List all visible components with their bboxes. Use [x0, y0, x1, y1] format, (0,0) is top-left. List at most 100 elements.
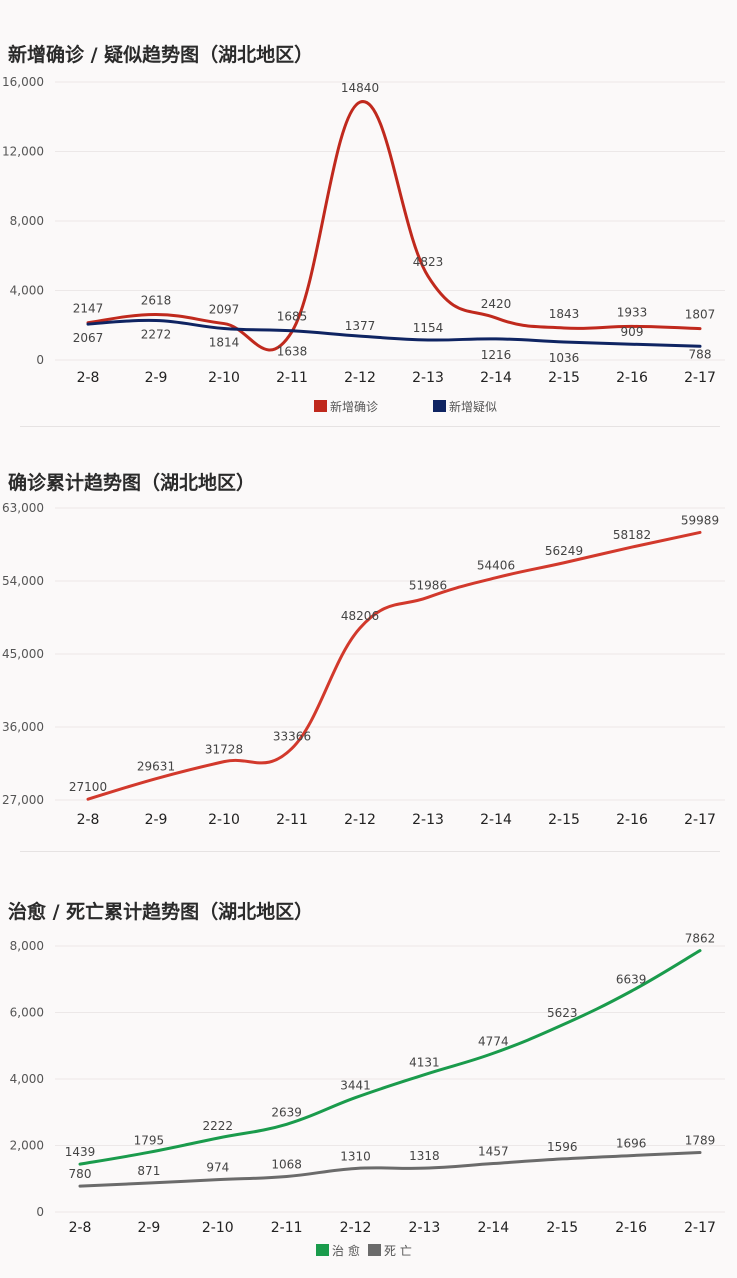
x-tick-label: 2-14	[477, 1220, 509, 1236]
data-label: 871	[137, 1164, 160, 1178]
data-label: 2097	[209, 303, 240, 317]
data-label: 1596	[547, 1140, 578, 1154]
x-tick-label: 2-16	[616, 370, 648, 386]
chart-new-cases: 0 4,000 8,000 12,000 16,000 2-8 2-9 2-10 2-11 2-1…	[2, 75, 725, 414]
x-tick-label: 2-9	[145, 812, 168, 828]
data-label: 1843	[549, 307, 580, 321]
series-line	[86, 100, 702, 352]
data-label: 48206	[341, 609, 379, 623]
data-label: 31728	[205, 743, 243, 757]
data-label: 4131	[409, 1056, 440, 1070]
series-line	[78, 949, 702, 1166]
x-tick-label: 2-15	[546, 1220, 578, 1236]
y-tick-label: 8,000	[10, 939, 44, 953]
data-label: 3441	[340, 1079, 371, 1093]
chart-panel-new-cases: 新增确诊 / 疑似趋势图（湖北地区） 0 4,000 8,000 12,000 16,0…	[0, 0, 737, 430]
data-label: 1036	[549, 351, 580, 365]
data-label: 2639	[271, 1105, 302, 1119]
y-tick-label: 0	[36, 353, 44, 367]
data-label: 909	[621, 325, 644, 339]
data-label: 2272	[141, 328, 172, 342]
x-tick-label: 2-12	[340, 1220, 372, 1236]
x-tick-label: 2-17	[684, 370, 716, 386]
data-label: 1216	[481, 348, 512, 362]
x-tick-label: 2-12	[344, 812, 376, 828]
y-tick-label: 4,000	[10, 284, 44, 298]
data-label: 1814	[209, 335, 240, 349]
series-line	[86, 530, 702, 801]
x-tick-label: 2-9	[145, 370, 168, 386]
y-tick-label: 8,000	[10, 214, 44, 228]
data-label: 2147	[73, 302, 104, 316]
data-label: 1154	[413, 321, 444, 335]
data-label: 33366	[273, 729, 311, 743]
series-line	[86, 318, 702, 348]
y-tick-label: 63,000	[2, 501, 44, 515]
y-tick-label: 6,000	[10, 1006, 44, 1020]
y-tick-label: 54,000	[2, 574, 44, 588]
data-label: 1933	[617, 305, 648, 319]
x-tick-label: 2-11	[276, 812, 308, 828]
x-tick-label: 2-12	[344, 370, 376, 386]
x-tick-label: 2-8	[77, 812, 100, 828]
x-tick-label: 2-17	[684, 812, 716, 828]
x-tick-label: 2-13	[412, 812, 444, 828]
chart-title-recovered-deaths: 治愈 / 死亡累计趋势图（湖北地区）	[8, 901, 314, 923]
x-tick-label: 2-14	[480, 812, 512, 828]
x-tick-label: 2-8	[69, 1220, 92, 1236]
chart-cumulative-confirmed: 27,000 36,000 45,000 54,000 63,000 2-8 2-9 2-10…	[2, 501, 725, 828]
data-label: 14840	[341, 81, 379, 95]
divider	[20, 851, 720, 852]
data-label: 788	[689, 347, 712, 361]
x-tick-label: 2-16	[616, 812, 648, 828]
data-label: 7862	[685, 932, 716, 946]
x-tick-label: 2-10	[202, 1220, 234, 1236]
data-label: 1377	[345, 319, 376, 333]
data-label: 4823	[413, 255, 444, 269]
x-tick-label: 2-17	[684, 1220, 716, 1236]
legend-label: 新增确诊	[330, 399, 378, 414]
data-label: 56249	[545, 544, 583, 558]
data-label: 1685	[277, 310, 308, 324]
data-label: 58182	[613, 528, 651, 542]
data-label: 6639	[616, 972, 647, 986]
data-label: 29631	[137, 760, 175, 774]
legend-label: 死 亡	[384, 1244, 412, 1258]
data-label: 780	[69, 1167, 92, 1181]
data-label: 1068	[271, 1157, 302, 1171]
data-label: 51986	[409, 578, 447, 592]
chart-title-new-cases: 新增确诊 / 疑似趋势图（湖北地区）	[8, 44, 314, 66]
y-tick-label: 16,000	[2, 75, 44, 89]
data-label: 1807	[685, 308, 716, 322]
data-label: 1310	[340, 1149, 371, 1163]
x-tick-label: 2-15	[548, 812, 580, 828]
data-label: 1638	[277, 345, 308, 359]
x-tick-label: 2-8	[77, 370, 100, 386]
legend-label: 新增疑似	[449, 399, 497, 414]
data-label: 1457	[478, 1145, 509, 1159]
x-tick-label: 2-10	[208, 812, 240, 828]
data-label: 2222	[203, 1119, 234, 1133]
data-label: 2420	[481, 297, 512, 311]
data-label: 5623	[547, 1006, 578, 1020]
divider	[20, 426, 720, 427]
y-tick-label: 45,000	[2, 647, 44, 661]
data-label: 2618	[141, 294, 172, 308]
data-label: 1439	[65, 1145, 96, 1159]
x-tick-label: 2-11	[271, 1220, 303, 1236]
x-tick-label: 2-13	[409, 1220, 441, 1236]
data-label: 1696	[616, 1137, 647, 1151]
legend-swatch	[314, 400, 327, 412]
y-tick-label: 4,000	[10, 1072, 44, 1086]
legend-swatch	[316, 1244, 329, 1256]
y-tick-label: 12,000	[2, 145, 44, 159]
data-label: 974	[206, 1161, 229, 1175]
series-line	[78, 1151, 702, 1188]
x-tick-label: 2-13	[412, 370, 444, 386]
data-label: 59989	[681, 513, 719, 527]
legend-swatch	[368, 1244, 381, 1256]
x-tick-label: 2-14	[480, 370, 512, 386]
x-tick-label: 2-11	[276, 370, 308, 386]
